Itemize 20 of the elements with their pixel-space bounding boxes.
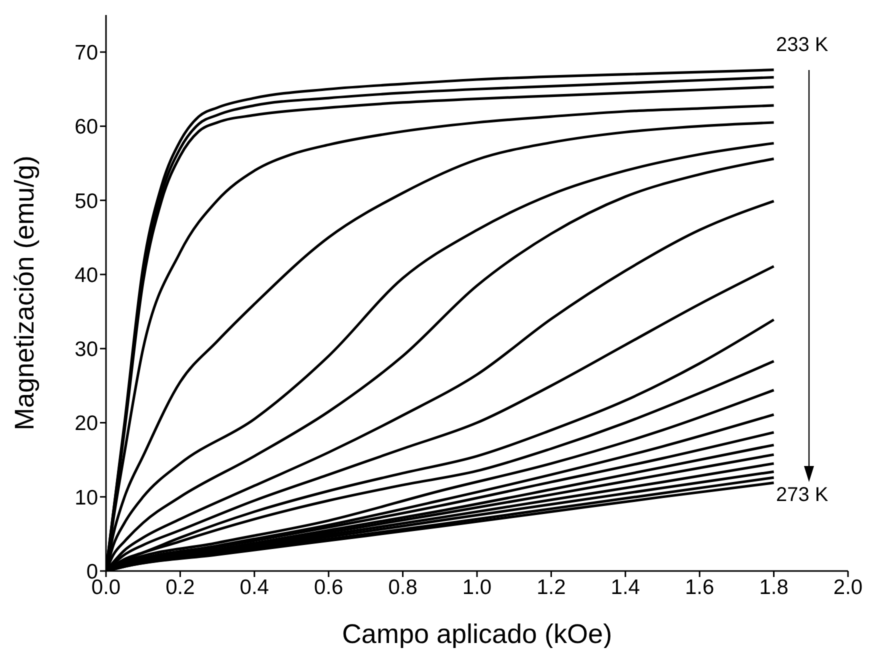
x-tick-label: 2.0 xyxy=(833,576,863,599)
y-tick-label: 10 xyxy=(74,486,98,510)
x-tick-label: 1.4 xyxy=(610,576,640,599)
x-tick-label: 0.6 xyxy=(314,576,344,599)
y-tick-label: 60 xyxy=(74,116,98,139)
annotation: 233 K xyxy=(776,34,828,57)
x-tick-label: 1.0 xyxy=(462,576,492,599)
y-tick-label: 30 xyxy=(74,338,98,362)
y-tick-label: 50 xyxy=(74,190,98,213)
x-tick-label: 1.6 xyxy=(685,576,714,599)
annotation: 273 K xyxy=(776,484,828,507)
y-tick-label: 40 xyxy=(74,264,98,287)
x-tick-label: 1.2 xyxy=(536,576,566,599)
x-tick-label: 0.2 xyxy=(166,576,195,599)
y-tick-label: 20 xyxy=(74,412,98,436)
x-tick-label: 1.8 xyxy=(759,576,788,599)
x-tick-label: 0.8 xyxy=(388,576,418,599)
y-axis-title: Magnetización (emu/g) xyxy=(10,156,40,430)
y-tick-label: 70 xyxy=(74,42,98,65)
x-tick-label: 0.4 xyxy=(240,576,270,599)
